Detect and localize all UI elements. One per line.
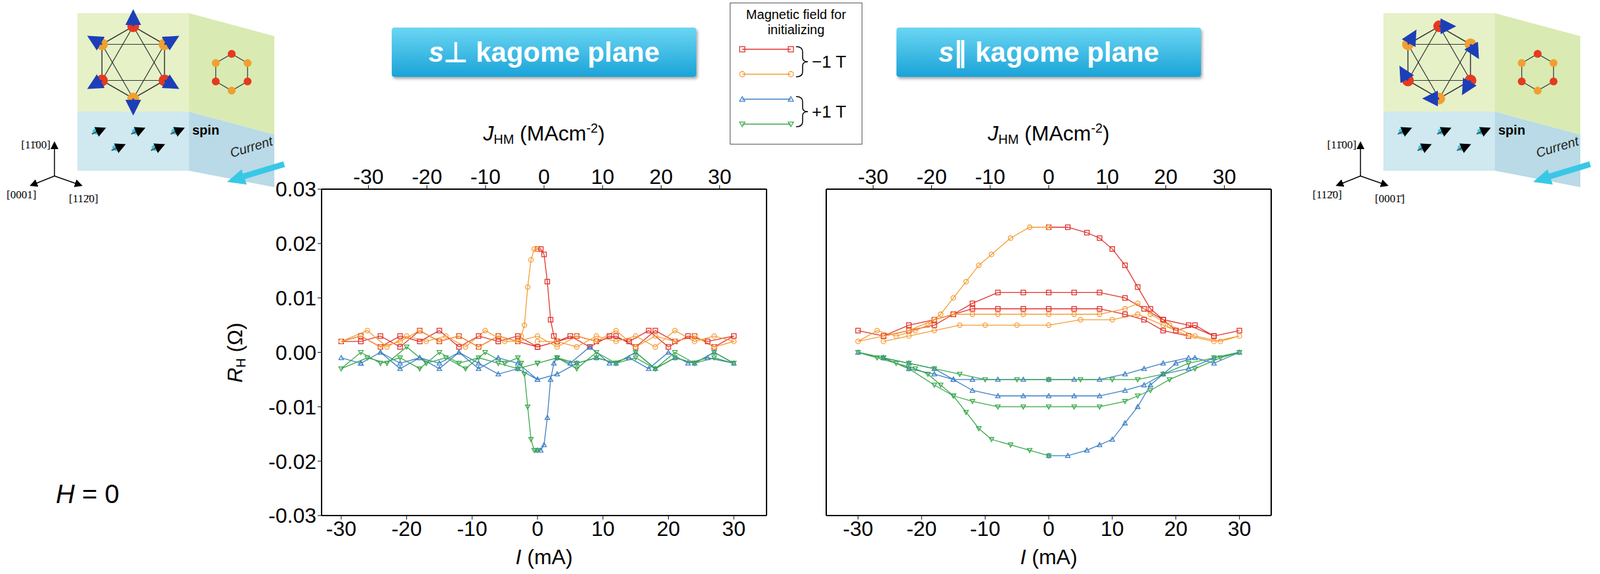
svg-text:[11̄00]: [11̄00] xyxy=(21,138,51,151)
svg-text:[11̄00]: [11̄00] xyxy=(1326,138,1357,151)
svg-text:-10: -10 xyxy=(470,164,501,189)
svg-text:[0001̄]: [0001̄] xyxy=(1374,192,1405,205)
html-text:JHM(MAcm-2): JHM(MAcm-2) xyxy=(987,120,1110,147)
svg-text:-20: -20 xyxy=(906,516,937,541)
svg-text:30: 30 xyxy=(721,516,746,541)
svg-text:+1 T: +1 T xyxy=(811,101,846,122)
svg-text:20: 20 xyxy=(656,516,681,541)
svg-text:20: 20 xyxy=(649,164,674,189)
html-text:I (mA): I (mA) xyxy=(1020,544,1078,569)
html-text:Magnetic field for initializin: Magnetic field for initializing xyxy=(746,7,847,37)
svg-text:0: 0 xyxy=(538,164,550,189)
svg-text:−1 T: −1 T xyxy=(811,51,846,72)
svg-text:spin: spin xyxy=(192,122,220,138)
svg-text:-0.01: -0.01 xyxy=(268,395,317,419)
html-text:s ⊥ kagome plane: s ⊥ kagome plane xyxy=(428,36,660,68)
html-text:H: H xyxy=(233,357,249,367)
svg-text:-10: -10 xyxy=(969,516,1001,541)
html-text:(Ω): (Ω) xyxy=(223,322,247,358)
svg-text:0: 0 xyxy=(1042,516,1055,541)
html-text:s ∥ kagome plane: s ∥ kagome plane xyxy=(938,36,1160,68)
svg-text:-10: -10 xyxy=(975,164,1006,189)
svg-text:-20: -20 xyxy=(916,164,947,189)
svg-text:20: 20 xyxy=(1154,164,1179,189)
svg-text:0.03: 0.03 xyxy=(275,177,317,201)
svg-text:30: 30 xyxy=(1227,516,1252,541)
svg-text:10: 10 xyxy=(1100,516,1125,541)
svg-text:0.01: 0.01 xyxy=(275,286,317,310)
svg-text:-20: -20 xyxy=(391,516,422,541)
svg-text:0: 0 xyxy=(531,516,544,541)
html-text:JHM(MAcm-2): JHM(MAcm-2) xyxy=(483,120,605,147)
svg-text:10: 10 xyxy=(591,516,615,541)
svg-text:0.00: 0.00 xyxy=(275,340,317,365)
svg-text:spin: spin xyxy=(1498,122,1526,138)
svg-text:-30: -30 xyxy=(326,516,357,541)
svg-text:[112̄0]: [112̄0] xyxy=(1312,188,1343,201)
svg-text:30: 30 xyxy=(708,164,732,189)
svg-text:[0001]: [0001] xyxy=(6,188,37,201)
svg-text:[112̄0]: [112̄0] xyxy=(68,192,99,205)
html-text:R: R xyxy=(223,366,247,383)
svg-text:-10: -10 xyxy=(456,516,487,541)
svg-text:-0.03: -0.03 xyxy=(268,503,317,527)
svg-text:10: 10 xyxy=(1095,164,1119,189)
html-text:H = 0: H = 0 xyxy=(55,479,120,508)
svg-text:0.02: 0.02 xyxy=(275,231,317,256)
svg-text:10: 10 xyxy=(590,164,615,189)
html-text:I (mA): I (mA) xyxy=(515,544,573,569)
svg-text:-0.02: -0.02 xyxy=(268,449,317,474)
svg-text:Current: Current xyxy=(1534,133,1582,161)
svg-text:-30: -30 xyxy=(842,516,873,541)
svg-text:0: 0 xyxy=(1042,164,1055,189)
svg-text:Current: Current xyxy=(228,133,276,161)
svg-text:20: 20 xyxy=(1164,516,1188,541)
svg-text:30: 30 xyxy=(1212,164,1237,189)
svg-text:-30: -30 xyxy=(857,164,888,189)
svg-text:-30: -30 xyxy=(353,164,384,189)
svg-text:-20: -20 xyxy=(411,164,442,189)
